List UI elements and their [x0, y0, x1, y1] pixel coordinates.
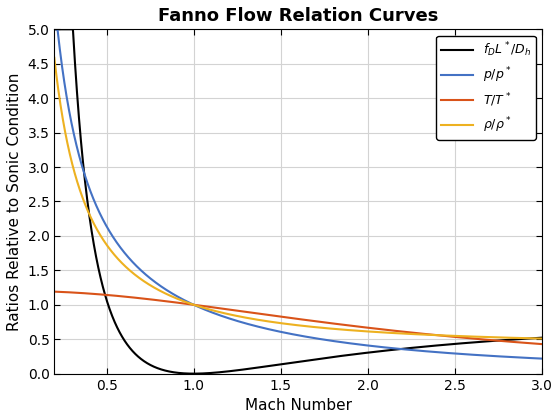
$p/p^*$	[433, 349, 440, 354]
$f_D L^*/D_h$	[43, 27, 49, 32]
Line: $\rho/\rho^*$: $\rho/\rho^*$	[46, 29, 542, 339]
$f_D L^*/D_h$	[433, 343, 440, 348]
Title: Fanno Flow Relation Curves: Fanno Flow Relation Curves	[158, 7, 438, 25]
Line: $p/p^*$: $p/p^*$	[46, 29, 542, 359]
$p/p^*$	[524, 355, 531, 360]
$\rho/\rho^*$	[433, 333, 440, 338]
Line: $T/T^*$: $T/T^*$	[46, 291, 542, 344]
$\rho/\rho^*$	[284, 321, 291, 326]
$f_D L^*/D_h$	[284, 361, 291, 366]
X-axis label: Mach Number: Mach Number	[245, 398, 352, 413]
$f_D L^*/D_h$	[68, 27, 74, 32]
$T/T^*$	[524, 341, 531, 346]
$p/p^*$	[270, 328, 277, 333]
$T/T^*$	[284, 315, 291, 320]
$f_D L^*/D_h$	[525, 336, 531, 341]
Legend: $f_D L^*/D_h$, $p/p^*$, $T/T^*$, $\rho/\rho^*$: $f_D L^*/D_h$, $p/p^*$, $T/T^*$, $\rho/\…	[436, 36, 536, 140]
$T/T^*$	[433, 333, 440, 338]
$\rho/\rho^*$	[43, 27, 49, 32]
$T/T^*$	[539, 341, 545, 346]
$\rho/\rho^*$	[68, 157, 74, 162]
$f_D L^*/D_h$	[539, 335, 545, 340]
$T/T^*$	[524, 341, 531, 346]
Line: $f_D L^*/D_h$: $f_D L^*/D_h$	[46, 29, 542, 374]
$\rho/\rho^*$	[270, 320, 277, 325]
$p/p^*$	[539, 356, 545, 361]
$f_D L^*/D_h$	[190, 371, 197, 376]
$p/p^*$	[284, 331, 291, 336]
$f_D L^*/D_h$	[271, 363, 278, 368]
$\rho/\rho^*$	[524, 336, 531, 341]
$\rho/\rho^*$	[524, 336, 531, 341]
Y-axis label: Ratios Relative to Sonic Condition: Ratios Relative to Sonic Condition	[7, 72, 22, 331]
$p/p^*$	[68, 118, 74, 123]
$T/T^*$	[68, 290, 74, 295]
$p/p^*$	[524, 355, 531, 360]
$p/p^*$	[43, 27, 49, 32]
$T/T^*$	[270, 313, 277, 318]
$\rho/\rho^*$	[539, 336, 545, 341]
$T/T^*$	[43, 289, 49, 294]
$f_D L^*/D_h$	[524, 336, 531, 341]
